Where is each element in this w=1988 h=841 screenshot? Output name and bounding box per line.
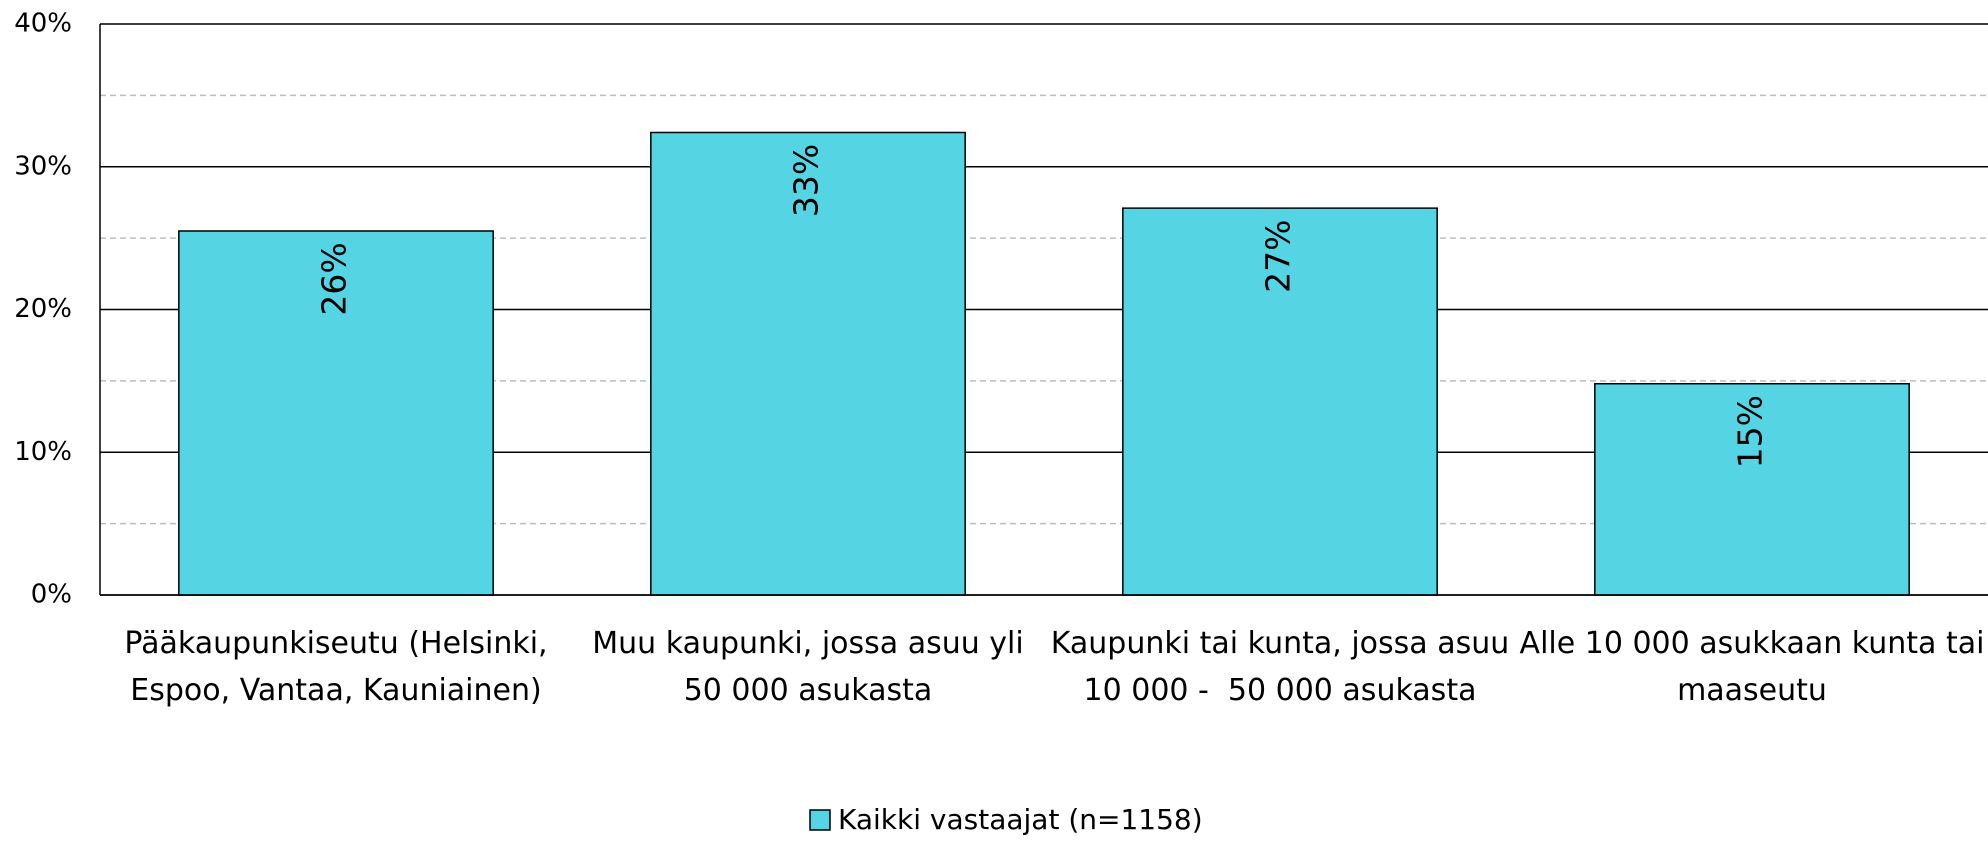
legend-label: Kaikki vastaajat (n=1158) <box>838 803 1203 836</box>
legend-swatch <box>809 809 831 831</box>
x-tick-label: Muu kaupunki, jossa asuu yli 50 000 asuk… <box>592 626 1034 708</box>
value-label: 27% <box>1259 219 1298 292</box>
bar <box>178 230 494 596</box>
bar <box>1594 382 1910 596</box>
bar <box>650 131 966 596</box>
x-tick-label: Pääkaupunkiseutu (Helsinki, Espoo, Vanta… <box>124 626 558 708</box>
y-tick-label: 40% <box>14 9 72 39</box>
value-label: 26% <box>315 242 354 315</box>
value-label: 33% <box>787 144 826 217</box>
y-tick-label: 20% <box>14 294 72 324</box>
value-label: 15% <box>1731 395 1770 468</box>
y-tick-label: 10% <box>14 437 72 467</box>
y-tick-label: 0% <box>31 580 72 610</box>
y-tick-label: 30% <box>14 151 72 181</box>
x-tick-label: Kaupunki tai kunta, jossa asuu 10 000 - … <box>1050 626 1519 708</box>
x-tick-label: Alle 10 000 asukkaan kunta tai maaseutu <box>1519 626 1985 708</box>
